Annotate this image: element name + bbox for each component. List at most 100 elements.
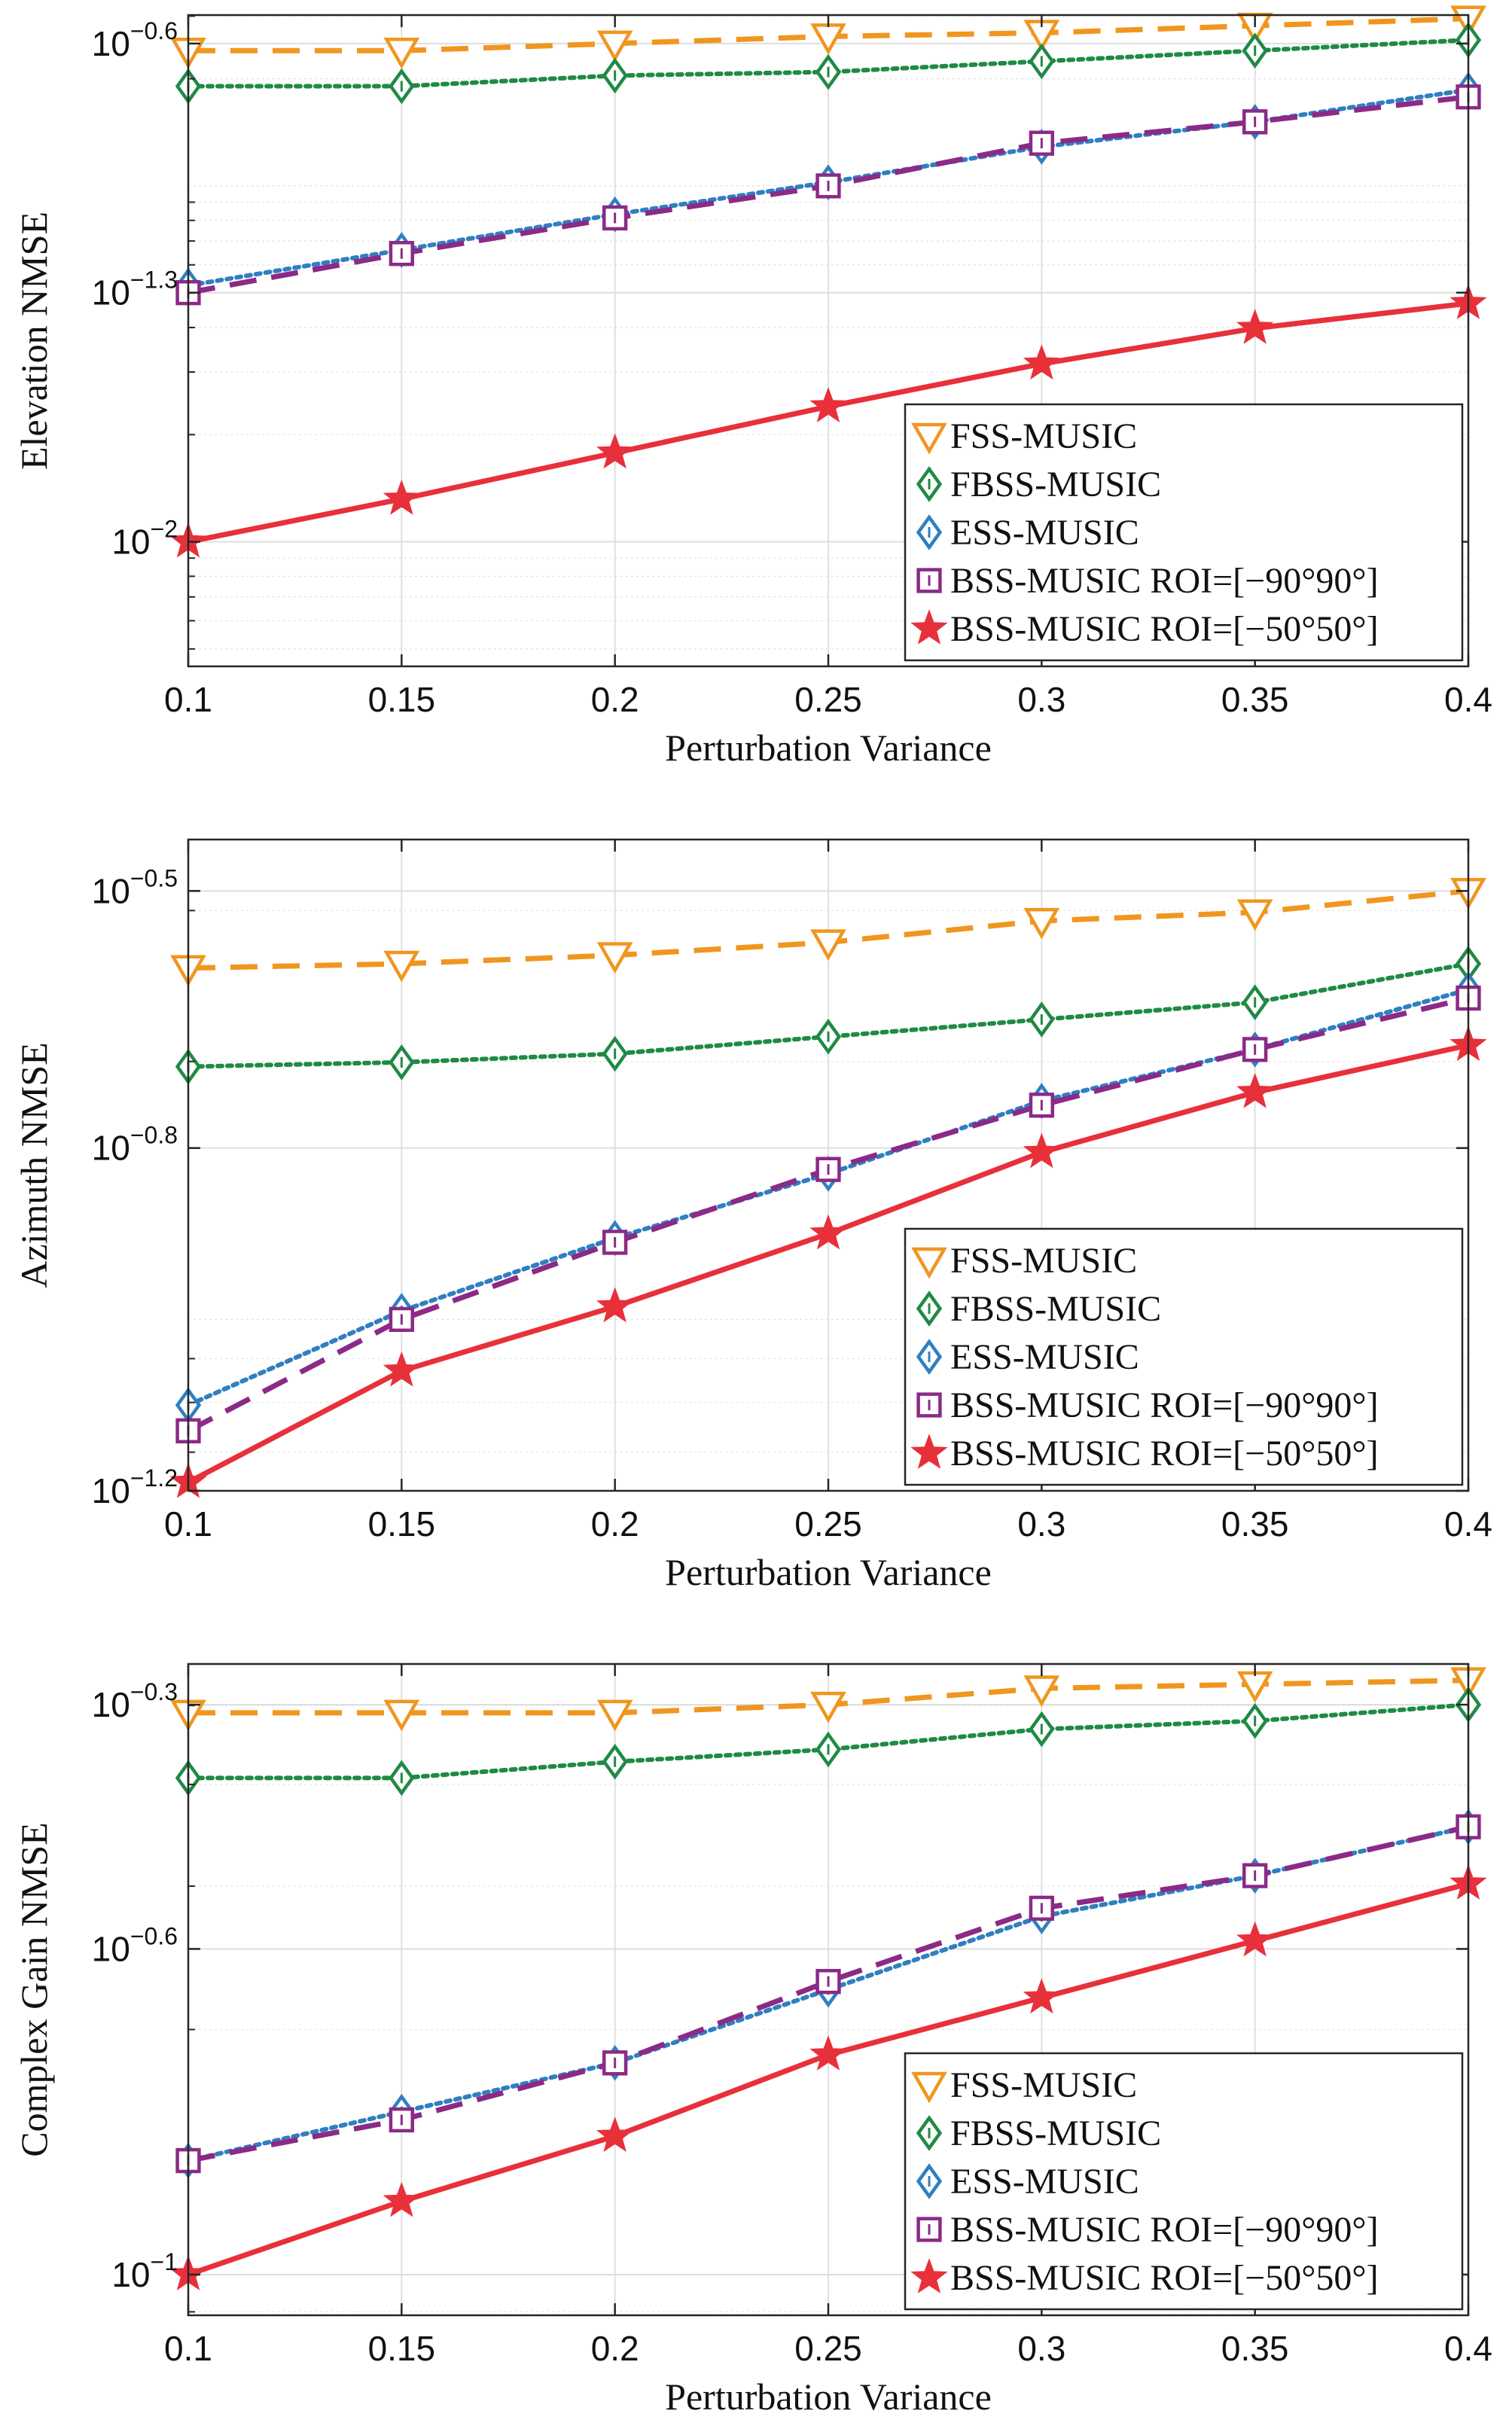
x-tick-label: 0.4 xyxy=(1444,1504,1492,1544)
data-point-fss-music xyxy=(1236,899,1273,931)
legend-label: FBSS-MUSIC xyxy=(950,465,1161,504)
legend-item-bss-music-roi-50-50: BSS-MUSIC ROI=[−50°50°] xyxy=(910,1434,1379,1473)
y-axis-label: Azimuth NMSE xyxy=(13,1042,55,1288)
legend-label: ESS-MUSIC xyxy=(950,513,1139,553)
data-point-bss-music-roi-50-50 xyxy=(1023,1132,1060,1169)
x-tick-label: 0.15 xyxy=(368,2329,436,2368)
legend: FSS-MUSIC FBSS-MUSIC ESS-MUSIC BSS-MUSIC RO… xyxy=(904,403,1464,662)
data-point-fss-music xyxy=(810,1691,846,1723)
legend-marker xyxy=(911,1247,947,1279)
legend: FSS-MUSIC FBSS-MUSIC ESS-MUSIC BSS-MUSIC RO… xyxy=(904,1227,1464,1486)
legend-item-ess-music: ESS-MUSIC xyxy=(916,513,1139,553)
legend-item-bss-music-roi-50-50: BSS-MUSIC ROI=[−50°50°] xyxy=(910,2258,1379,2298)
y-tick-label: 10−0.6 xyxy=(92,1922,178,1968)
data-point-bss-music-roi-50-50 xyxy=(1023,1978,1060,2014)
legend-label: FBSS-MUSIC xyxy=(950,1289,1161,1329)
x-axis-label: Perturbation Variance xyxy=(665,727,992,769)
data-point-bss-music-roi-50-50 xyxy=(596,1287,634,1323)
y-tick-label: 10−1.3 xyxy=(92,267,178,312)
x-tick-label: 0.1 xyxy=(164,1504,212,1544)
data-point-bss-music-roi-50-50 xyxy=(383,1351,420,1387)
data-point-bss-music-roi-50-50 xyxy=(596,433,634,469)
x-tick-label: 0.25 xyxy=(794,1504,862,1544)
x-tick-label: 0.25 xyxy=(794,2329,862,2368)
x-axis-label: Perturbation Variance xyxy=(665,2376,992,2418)
data-point-fss-music xyxy=(1023,1675,1060,1707)
data-point-bss-music-roi-50-50 xyxy=(809,2035,847,2071)
legend-label: FSS-MUSIC xyxy=(950,416,1137,456)
data-point-fss-music xyxy=(596,30,633,62)
data-point-fss-music xyxy=(383,38,420,69)
legend-box xyxy=(904,2052,1464,2311)
data-point-fss-music xyxy=(596,942,633,974)
legend-marker xyxy=(911,422,947,455)
x-tick-label: 0.35 xyxy=(1221,2329,1289,2368)
data-point-bss-music-roi-50-50 xyxy=(1236,1072,1274,1108)
x-tick-label: 0.15 xyxy=(368,1504,436,1544)
legend-label: ESS-MUSIC xyxy=(950,1337,1139,1377)
data-point-bss-music-roi-50-50 xyxy=(1236,309,1274,344)
x-tick-label: 0.2 xyxy=(591,1504,639,1544)
legend-label: BSS-MUSIC ROI=[−90°90°] xyxy=(950,561,1379,601)
x-tick-label: 0.1 xyxy=(164,2329,212,2368)
data-point-bss-music-roi-50-50 xyxy=(1023,344,1060,380)
y-tick-label: 10−2 xyxy=(111,516,178,562)
chart-panel-2: 0.1 0.15 0.2 0.25 0.3 0.35 0.4 10−0.5 10−0.8 10−1… xyxy=(13,838,1492,1593)
legend-item-ess-music: ESS-MUSIC xyxy=(916,2162,1139,2202)
x-tick-label: 0.2 xyxy=(591,680,639,719)
x-axis-label: Perturbation Variance xyxy=(665,1551,992,1593)
legend-item-fss-music: FSS-MUSIC xyxy=(911,2065,1137,2105)
legend-marker xyxy=(911,2071,947,2104)
legend-item-bss-music-roi-90-90: BSS-MUSIC ROI=[−90°90°] xyxy=(916,561,1379,601)
data-point-bss-music-roi-50-50 xyxy=(809,1214,847,1250)
data-point-fss-music xyxy=(810,929,846,962)
legend-item-fss-music: FSS-MUSIC xyxy=(911,416,1137,456)
legend-item-fbss-music: FBSS-MUSIC xyxy=(916,1289,1161,1329)
x-tick-label: 0.4 xyxy=(1444,2329,1492,2368)
legend-item-fbss-music: FBSS-MUSIC xyxy=(916,2113,1161,2153)
x-tick-label: 0.25 xyxy=(794,680,862,719)
legend-marker xyxy=(910,609,948,645)
legend-label: BSS-MUSIC ROI=[−90°90°] xyxy=(950,1385,1379,1425)
data-point-bss-music-roi-50-50 xyxy=(383,479,420,515)
legend-label: BSS-MUSIC ROI=[−50°50°] xyxy=(950,2258,1379,2298)
data-point-fss-music xyxy=(1023,907,1060,940)
legend-box xyxy=(904,1227,1464,1486)
data-point-bss-music-roi-50-50 xyxy=(809,386,847,422)
x-tick-label: 0.2 xyxy=(591,2329,639,2368)
legend-marker xyxy=(910,1434,948,1469)
y-tick-label: 10−1.2 xyxy=(92,1464,178,1510)
x-tick-label: 0.15 xyxy=(368,680,436,719)
y-tick-label: 10−0.5 xyxy=(92,864,178,910)
y-tick-label: 10−0.6 xyxy=(92,17,178,63)
legend-item-bss-music-roi-90-90: BSS-MUSIC ROI=[−90°90°] xyxy=(916,1385,1379,1425)
x-tick-label: 0.35 xyxy=(1221,1504,1289,1544)
x-tick-label: 0.1 xyxy=(164,680,212,719)
x-tick-label: 0.4 xyxy=(1444,680,1492,719)
legend-item-bss-music-roi-90-90: BSS-MUSIC ROI=[−90°90°] xyxy=(916,2210,1379,2250)
legend-box xyxy=(904,403,1464,662)
legend-label: BSS-MUSIC ROI=[−50°50°] xyxy=(950,1434,1379,1473)
x-tick-label: 0.3 xyxy=(1017,680,1065,719)
data-point-fss-music xyxy=(383,950,420,983)
legend-marker xyxy=(910,2258,948,2293)
chart-panel-3: 0.1 0.15 0.2 0.25 0.3 0.35 0.4 10−0.3 10−0.6 10−1… xyxy=(13,1662,1492,2418)
x-tick-label: 0.3 xyxy=(1017,2329,1065,2368)
legend-label: ESS-MUSIC xyxy=(950,2162,1139,2202)
legend-item-ess-music: ESS-MUSIC xyxy=(916,1337,1139,1377)
legend-label: FSS-MUSIC xyxy=(950,2065,1137,2105)
chart-panel-1: 0.1 0.15 0.2 0.25 0.3 0.35 0.4 10−0.6 10−1.3 10−2… xyxy=(13,5,1492,769)
x-tick-label: 0.35 xyxy=(1221,680,1289,719)
data-point-fss-music xyxy=(596,1699,633,1732)
data-point-fss-music xyxy=(383,1699,420,1732)
y-tick-label: 10−0.8 xyxy=(92,1122,178,1168)
legend-label: FBSS-MUSIC xyxy=(950,2113,1161,2153)
y-axis-label: Elevation NMSE xyxy=(13,212,55,470)
y-tick-label: 10−0.3 xyxy=(92,1678,178,1724)
legend-label: BSS-MUSIC ROI=[−50°50°] xyxy=(950,609,1379,649)
legend-item-fbss-music: FBSS-MUSIC xyxy=(916,465,1161,504)
legend-label: BSS-MUSIC ROI=[−90°90°] xyxy=(950,2210,1379,2250)
data-point-bss-music-roi-50-50 xyxy=(383,2181,420,2217)
y-tick-label: 10−1 xyxy=(111,2248,178,2294)
